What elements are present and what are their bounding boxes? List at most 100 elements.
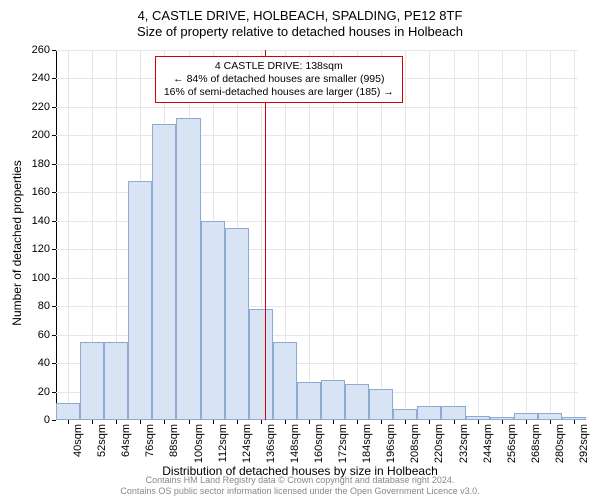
- x-tick-mark: [381, 420, 382, 424]
- histogram-bar: [152, 124, 176, 420]
- histogram-bar: [393, 409, 417, 420]
- histogram-bar: [466, 416, 490, 420]
- histogram-bar: [128, 181, 152, 420]
- plot-area: 02040608010012014016018020022024026040sq…: [56, 50, 578, 420]
- x-tick-mark: [478, 420, 479, 424]
- x-tick-label: 172sqm: [337, 424, 349, 463]
- gridline-vertical: [333, 50, 334, 420]
- histogram-bar: [297, 382, 321, 420]
- gridline-horizontal: [56, 50, 578, 51]
- gridline-horizontal: [56, 164, 578, 165]
- x-tick-label: 136sqm: [265, 424, 277, 463]
- histogram-bar: [321, 380, 345, 420]
- x-tick-label: 220sqm: [433, 424, 445, 463]
- histogram-bar: [201, 221, 225, 420]
- x-tick-mark: [309, 420, 310, 424]
- x-tick-mark: [454, 420, 455, 424]
- y-tick-label: 60: [16, 329, 56, 341]
- gridline-vertical: [526, 50, 527, 420]
- x-tick-label: 268sqm: [530, 424, 542, 463]
- x-tick-mark: [164, 420, 165, 424]
- y-tick-label: 260: [16, 44, 56, 56]
- y-tick-label: 40: [16, 357, 56, 369]
- histogram-bar: [273, 342, 297, 420]
- footer-line-2: Contains OS public sector information li…: [0, 486, 600, 496]
- attribution-footer: Contains HM Land Registry data © Crown c…: [0, 475, 600, 496]
- x-tick-label: 160sqm: [313, 424, 325, 463]
- histogram-bar: [80, 342, 104, 420]
- title-line-1: 4, CASTLE DRIVE, HOLBEACH, SPALDING, PE1…: [0, 8, 600, 24]
- histogram-bar: [345, 384, 369, 420]
- x-tick-label: 244sqm: [482, 424, 494, 463]
- y-tick-label: 180: [16, 158, 56, 170]
- y-tick-label: 220: [16, 101, 56, 113]
- x-tick-label: 280sqm: [554, 424, 566, 463]
- gridline-vertical: [309, 50, 310, 420]
- x-tick-label: 292sqm: [578, 424, 590, 463]
- chart-root: 4, CASTLE DRIVE, HOLBEACH, SPALDING, PE1…: [0, 0, 600, 500]
- x-tick-label: 232sqm: [458, 424, 470, 463]
- gridline-vertical: [429, 50, 430, 420]
- histogram-bar: [538, 413, 562, 420]
- x-tick-label: 184sqm: [361, 424, 373, 463]
- x-tick-mark: [357, 420, 358, 424]
- y-tick-label: 0: [16, 414, 56, 426]
- x-tick-mark: [285, 420, 286, 424]
- gridline-horizontal: [56, 107, 578, 108]
- x-tick-mark: [261, 420, 262, 424]
- x-tick-label: 112sqm: [217, 424, 229, 462]
- gridline-vertical: [550, 50, 551, 420]
- x-tick-label: 88sqm: [168, 424, 180, 457]
- x-tick-label: 148sqm: [289, 424, 301, 463]
- x-tick-mark: [333, 420, 334, 424]
- histogram-bar: [490, 417, 514, 420]
- histogram-bar: [514, 413, 538, 420]
- y-tick-label: 20: [16, 386, 56, 398]
- title-block: 4, CASTLE DRIVE, HOLBEACH, SPALDING, PE1…: [0, 0, 600, 41]
- gridline-vertical: [381, 50, 382, 420]
- gridline-vertical: [68, 50, 69, 420]
- gridline-vertical: [478, 50, 479, 420]
- y-axis-line: [56, 50, 57, 420]
- gridline-vertical: [502, 50, 503, 420]
- x-tick-label: 100sqm: [193, 424, 205, 463]
- annotation-line: 4 CASTLE DRIVE: 138sqm: [164, 60, 394, 73]
- histogram-bar: [176, 118, 200, 420]
- histogram-bar: [417, 406, 441, 420]
- marker-line: [265, 50, 266, 420]
- x-tick-label: 196sqm: [385, 424, 397, 463]
- x-tick-mark: [526, 420, 527, 424]
- x-tick-mark: [92, 420, 93, 424]
- gridline-vertical: [357, 50, 358, 420]
- annotation-line: 16% of semi-detached houses are larger (…: [164, 86, 394, 99]
- x-tick-mark: [237, 420, 238, 424]
- histogram-bar: [225, 228, 249, 420]
- x-tick-mark: [213, 420, 214, 424]
- x-tick-mark: [68, 420, 69, 424]
- x-tick-label: 40sqm: [72, 424, 84, 457]
- y-tick-label: 140: [16, 215, 56, 227]
- histogram-bar: [369, 389, 393, 420]
- y-tick-label: 240: [16, 72, 56, 84]
- y-tick-label: 100: [16, 272, 56, 284]
- gridline-horizontal: [56, 135, 578, 136]
- footer-line-1: Contains HM Land Registry data © Crown c…: [0, 475, 600, 485]
- x-tick-label: 208sqm: [409, 424, 421, 463]
- title-line-2: Size of property relative to detached ho…: [0, 24, 600, 40]
- x-tick-label: 52sqm: [96, 424, 108, 457]
- y-tick-label: 200: [16, 129, 56, 141]
- gridline-vertical: [405, 50, 406, 420]
- x-tick-mark: [140, 420, 141, 424]
- x-tick-mark: [189, 420, 190, 424]
- histogram-bar: [441, 406, 465, 420]
- histogram-bar: [104, 342, 128, 420]
- y-tick-label: 80: [16, 300, 56, 312]
- x-tick-label: 256sqm: [506, 424, 518, 463]
- annotation-line: ← 84% of detached houses are smaller (99…: [164, 73, 394, 86]
- x-tick-mark: [502, 420, 503, 424]
- x-tick-mark: [405, 420, 406, 424]
- x-tick-label: 124sqm: [241, 424, 253, 463]
- histogram-bar: [249, 309, 273, 420]
- gridline-vertical: [454, 50, 455, 420]
- plot-wrap: 02040608010012014016018020022024026040sq…: [56, 50, 578, 420]
